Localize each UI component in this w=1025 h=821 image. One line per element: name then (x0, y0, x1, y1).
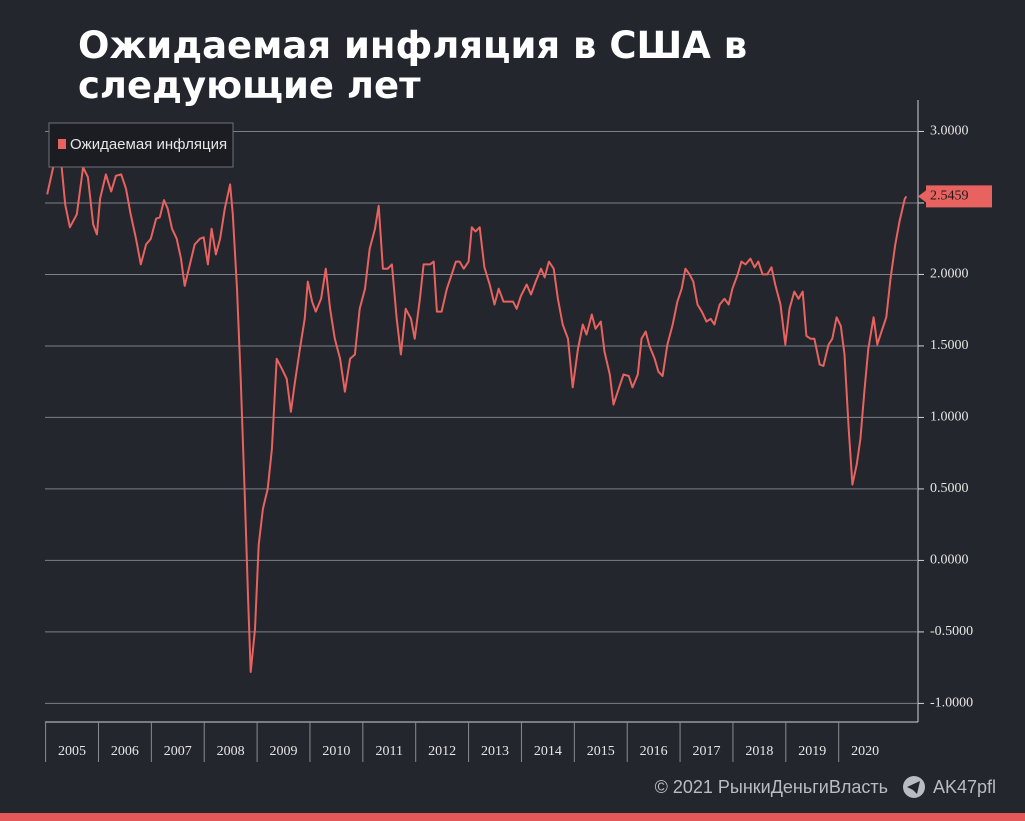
y-tick-label: -0.5000 (930, 624, 973, 639)
x-tick-label: 2020 (851, 744, 879, 759)
x-tick-label: 2018 (745, 744, 773, 759)
x-tick-label: 2013 (481, 744, 509, 759)
y-tick-label: 0.5000 (930, 481, 969, 496)
y-tick-label: 1.5000 (930, 338, 969, 353)
y-tick-label: 2.0000 (930, 267, 969, 282)
copyright: © 2021 РынкиДеньгиВласть (655, 777, 888, 797)
x-tick-label: 2017 (693, 744, 721, 759)
y-tick-label: 3.0000 (930, 124, 969, 139)
x-tick-label: 2016 (640, 744, 668, 759)
legend-box (48, 122, 234, 168)
x-tick-label: 2010 (322, 744, 350, 759)
y-tick-label: 1.0000 (930, 410, 969, 425)
line-series (46, 147, 908, 673)
bottom-bar (0, 813, 1025, 821)
x-tick-label: 2005 (58, 744, 86, 759)
x-tick-label: 2007 (164, 744, 192, 759)
y-tick-label: -1.0000 (930, 696, 973, 711)
y-tick-label: 0.0000 (930, 553, 969, 568)
legend: Ожидаемая инфляция (48, 122, 234, 168)
x-tick-label: 2015 (587, 744, 615, 759)
x-tick-label: 2009 (270, 744, 298, 759)
telegram-plane (907, 781, 920, 794)
last-value-pointer (918, 190, 926, 203)
channel: AK47pfl (933, 777, 996, 797)
x-tick-label: 2008 (217, 744, 245, 759)
chart-title: Ожидаемая инфляция в США в следующие лет (78, 24, 748, 107)
last-value-label: 2.5459 (930, 189, 969, 204)
legend-label: Ожидаемая инфляция (70, 136, 227, 153)
x-tick-label: 2006 (111, 744, 139, 759)
x-tick-label: 2012 (428, 744, 456, 759)
x-tick-label: 2014 (534, 744, 562, 759)
x-tick-label: 2011 (376, 744, 403, 759)
last-value-badge (926, 185, 992, 208)
x-tick-label: 2019 (798, 744, 826, 759)
legend-swatch (58, 139, 66, 149)
